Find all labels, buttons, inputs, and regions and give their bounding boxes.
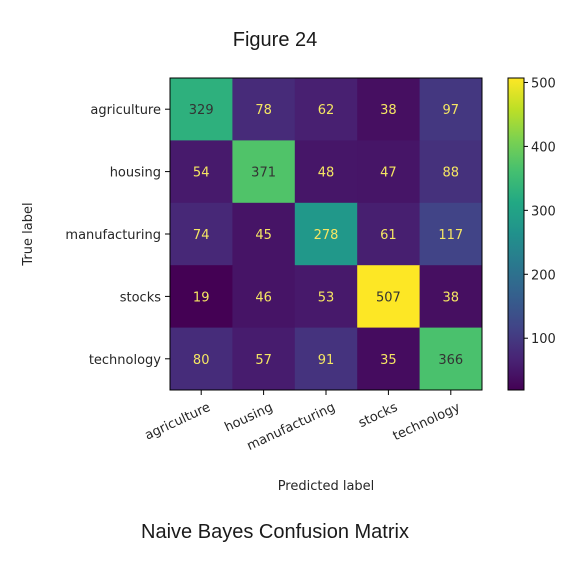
heatmap-cell xyxy=(419,265,483,329)
heatmap-cell xyxy=(419,78,483,141)
heatmap-cell xyxy=(294,202,358,266)
heatmap-cell-labels: 329 78 62 38 97 54 371 48 47 88 74 45 278 61 117 19 46 53… xyxy=(189,103,463,368)
x-axis-label: Predicted label xyxy=(278,479,375,494)
x-tick-label: technology xyxy=(391,400,463,444)
heatmap-cells xyxy=(170,78,483,391)
cell-value-label: 78 xyxy=(255,103,272,118)
heatmap-cell xyxy=(294,327,358,391)
heatmap-cell xyxy=(170,140,233,204)
cell-value-label: 46 xyxy=(255,290,272,305)
cell-value-label: 57 xyxy=(255,353,272,368)
colorbar-tick-label: 200 xyxy=(531,268,556,283)
y-tick-label: stocks xyxy=(120,290,161,305)
y-tick-label: agriculture xyxy=(90,103,161,118)
heatmap-cell xyxy=(357,140,421,204)
y-tick-label: manufacturing xyxy=(65,228,161,243)
colorbar-tick-label: 400 xyxy=(531,140,556,155)
heatmap-cell xyxy=(357,327,421,391)
cell-value-label: 366 xyxy=(438,353,463,368)
heatmap-cell xyxy=(294,140,358,204)
cell-value-label: 47 xyxy=(380,166,397,181)
cell-value-label: 97 xyxy=(443,103,460,118)
heatmap-cell xyxy=(170,327,233,391)
heatmap-cell xyxy=(419,202,483,266)
figure-title: Figure 24 xyxy=(232,29,318,51)
colorbar-ticks: 100 200 300 400 500 xyxy=(524,76,556,347)
heatmap-cell xyxy=(232,202,296,266)
cell-value-label: 45 xyxy=(255,228,272,243)
cell-value-label: 329 xyxy=(189,103,214,118)
cell-value-label: 54 xyxy=(193,166,210,181)
colorbar xyxy=(507,77,525,391)
colorbar-tick-label: 100 xyxy=(531,332,556,347)
heatmap-cell xyxy=(357,265,421,329)
y-axis-ticks: agriculture housing manufacturing stocks tec… xyxy=(65,103,170,368)
heatmap-cell xyxy=(294,265,358,329)
cell-value-label: 19 xyxy=(193,290,210,305)
heatmap-cell xyxy=(419,327,483,391)
heatmap-cell xyxy=(419,140,483,204)
heatmap-cell xyxy=(357,202,421,266)
heatmap-cell xyxy=(294,78,358,141)
heatmap-cell xyxy=(232,78,296,141)
heatmap-cell xyxy=(357,78,421,141)
cell-value-label: 278 xyxy=(314,228,339,243)
cell-value-label: 38 xyxy=(380,103,397,118)
cell-value-label: 53 xyxy=(318,290,335,305)
colorbar-tick-label: 300 xyxy=(531,204,556,219)
heatmap-cell xyxy=(232,265,296,329)
y-tick-label: technology xyxy=(89,353,161,368)
y-axis-label: True label xyxy=(21,202,36,266)
cell-value-label: 38 xyxy=(443,290,460,305)
cell-value-label: 371 xyxy=(251,166,276,181)
cell-value-label: 91 xyxy=(318,353,335,368)
heatmap-cell xyxy=(170,265,233,329)
cell-value-label: 88 xyxy=(443,166,460,181)
cell-value-label: 61 xyxy=(380,228,397,243)
x-tick-label: agriculture xyxy=(143,400,213,443)
cell-value-label: 74 xyxy=(193,228,210,243)
cell-value-label: 507 xyxy=(376,290,401,305)
cell-value-label: 117 xyxy=(438,228,463,243)
colorbar-tick-label: 500 xyxy=(531,76,556,91)
x-tick-label: stocks xyxy=(356,400,400,431)
cell-value-label: 62 xyxy=(318,103,335,118)
cell-value-label: 80 xyxy=(193,353,210,368)
heatmap-cell xyxy=(170,202,233,266)
y-tick-label: housing xyxy=(110,166,161,181)
heatmap-cell xyxy=(232,140,296,204)
heatmap-cell xyxy=(170,78,233,141)
cell-value-label: 35 xyxy=(380,353,397,368)
cell-value-label: 48 xyxy=(318,166,335,181)
heatmap-cell xyxy=(232,327,296,391)
figure-caption: Naive Bayes Confusion Matrix xyxy=(141,521,409,543)
